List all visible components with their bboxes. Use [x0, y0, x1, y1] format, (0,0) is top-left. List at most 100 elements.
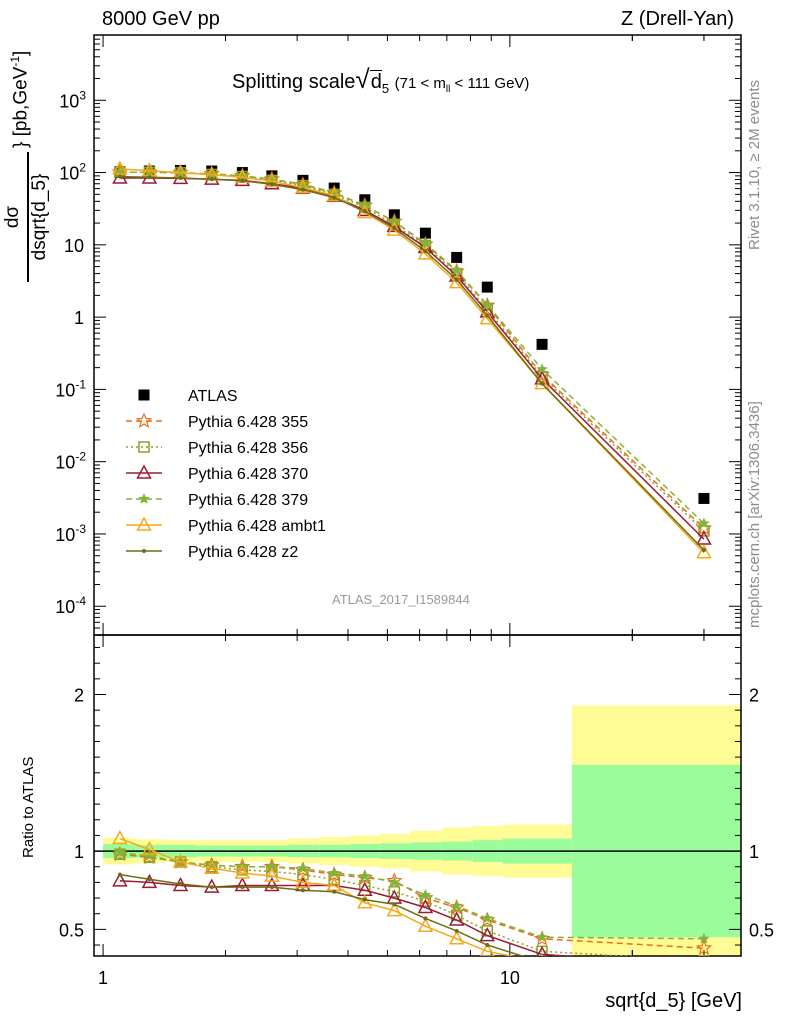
ratio-point	[178, 881, 183, 886]
x-tick-label: 10	[500, 968, 520, 988]
ratio-point	[209, 885, 214, 890]
ratio-point	[423, 916, 428, 921]
data-point	[388, 215, 400, 227]
y-label-units-sup: -1	[8, 55, 22, 67]
y-label-num: dσ	[2, 205, 23, 229]
ratio-point	[295, 873, 311, 889]
legend-label: Pythia 6.428 379	[188, 492, 308, 509]
ratio-point	[388, 876, 400, 888]
data-point	[448, 274, 465, 289]
data-point	[300, 187, 305, 192]
title-d-sub: 5	[381, 81, 390, 96]
legend-item: Pythia 6.428 z2	[126, 544, 298, 561]
ratio-point	[359, 870, 371, 881]
ratio-tick-label-left: 2	[74, 686, 84, 706]
ratio-point	[332, 889, 337, 894]
ratio-point	[300, 888, 305, 893]
ratio-point	[266, 860, 278, 872]
y-label-den: dsqrt{d_5}	[29, 173, 50, 261]
data-point	[240, 178, 245, 183]
data-point	[536, 338, 548, 350]
data-point	[295, 178, 311, 194]
legend-marker	[135, 412, 153, 428]
legend-marker	[138, 389, 150, 401]
ratio-point	[451, 899, 463, 911]
ratio-tick-label-right: 1	[749, 842, 759, 862]
ratio-point	[117, 872, 122, 877]
ratio-tick-label-left: 0.5	[59, 920, 84, 940]
ratio-point	[297, 862, 309, 874]
ratio-point	[112, 829, 128, 845]
data-point	[451, 264, 463, 276]
legend-marker	[136, 464, 152, 479]
data-point	[269, 182, 274, 187]
data-point	[419, 227, 431, 239]
ratio-point	[114, 846, 126, 858]
y-tick-label: 1	[74, 308, 84, 328]
ratio-y-ticks	[94, 647, 741, 946]
legend-label: Pythia 6.428 z2	[188, 544, 298, 561]
analysis-id: ATLAS_2017_I1589844	[332, 592, 470, 607]
y-tick-label: 10	[64, 236, 84, 256]
data-point	[362, 209, 367, 214]
series-pythia-6-428-z2	[117, 174, 706, 552]
series-line	[119, 177, 705, 540]
ratio-point	[112, 872, 128, 887]
ratio-point	[388, 886, 401, 898]
ratio-tick-label-right: 0.5	[749, 920, 774, 940]
ratio-point	[419, 888, 432, 900]
data-point	[386, 221, 403, 236]
y-tick-label: 103	[59, 88, 86, 111]
ratio-point	[697, 958, 710, 970]
series-line	[119, 168, 705, 554]
data-point	[234, 171, 251, 187]
ratio-point	[203, 859, 220, 875]
ratio-point	[702, 976, 706, 980]
legend-marker	[142, 549, 146, 553]
legend-marker	[138, 493, 150, 504]
ratio-point	[269, 885, 274, 890]
data-point	[479, 310, 496, 325]
ratio-point	[481, 912, 493, 924]
y-tick-label: 10-2	[55, 450, 86, 473]
data-point	[143, 166, 156, 178]
x-tick-label: 1	[98, 968, 108, 988]
legend-label: Pythia 6.428 355	[188, 414, 308, 431]
x-axis-label: sqrt{d_5} [GeV]	[605, 990, 742, 1012]
ratio-point	[172, 853, 189, 868]
ratio-point	[328, 867, 340, 878]
data-point	[419, 237, 432, 249]
ratio-point	[540, 960, 544, 964]
ratio-point	[695, 939, 713, 956]
ratio-point	[141, 840, 158, 856]
ratio-point	[264, 876, 280, 892]
data-point	[423, 249, 428, 254]
ratio-tick-label-left: 1	[74, 842, 84, 862]
data-point	[392, 226, 397, 231]
chart-title: Splitting scale√d5 (71 < mll < 111 GeV)	[232, 64, 529, 96]
data-point	[326, 187, 342, 202]
process-label: Z (Drell-Yan)	[621, 8, 734, 30]
ratio-point	[147, 877, 152, 882]
ratio-point	[698, 932, 710, 944]
data-point	[178, 176, 183, 181]
data-point	[451, 251, 463, 263]
data-point	[696, 530, 712, 545]
legend: ATLAS Pythia 6.428 355 Pythia 6.428 356 Pyt…	[126, 388, 326, 561]
sqrt-sign: √	[355, 64, 370, 94]
data-point	[540, 381, 545, 386]
ratio-plot-frame	[93, 634, 742, 957]
y-label-units-text: } [pb,GeV	[10, 66, 32, 148]
data-point	[696, 544, 712, 559]
ratio-point	[448, 911, 465, 926]
ratio-point	[417, 917, 434, 932]
ratio-point	[698, 954, 710, 956]
y-label-units: } [pb,GeV-1]	[8, 51, 32, 148]
ratio-line	[119, 837, 515, 956]
legend-label: ATLAS	[188, 388, 238, 405]
title-cut-sub: ll	[445, 84, 451, 95]
ratio-point	[294, 861, 312, 877]
ratio-tick-label-right: 2	[749, 686, 759, 706]
data-point	[209, 177, 214, 182]
y-tick-label: 10-3	[55, 522, 86, 545]
